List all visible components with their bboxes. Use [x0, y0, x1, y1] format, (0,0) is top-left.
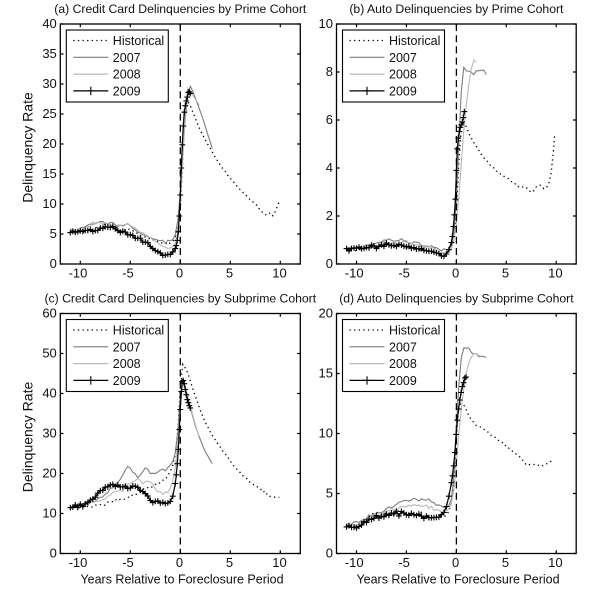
svg-text:0: 0 — [326, 545, 333, 560]
svg-text:25: 25 — [42, 106, 56, 121]
svg-text:Years Relative to Foreclosure: Years Relative to Foreclosure Period — [80, 573, 283, 587]
svg-text:10: 10 — [42, 505, 56, 520]
svg-text:10: 10 — [272, 265, 286, 280]
svg-text:10: 10 — [319, 16, 333, 31]
svg-text:2007: 2007 — [113, 340, 141, 354]
svg-text:-10: -10 — [69, 265, 88, 280]
svg-text:(d) Auto Delinquencies by Subp: (d) Auto Delinquencies by Subprime Cohor… — [339, 292, 574, 306]
svg-text:-5: -5 — [398, 265, 410, 280]
svg-text:(b) Auto Delinquencies by Prim: (b) Auto Delinquencies by Prime Cohort — [349, 2, 564, 16]
svg-text:8: 8 — [326, 64, 333, 79]
svg-text:-5: -5 — [398, 555, 410, 570]
svg-text:0: 0 — [176, 555, 183, 570]
svg-text:10: 10 — [548, 265, 562, 280]
svg-text:5: 5 — [226, 555, 233, 570]
svg-text:0: 0 — [452, 555, 459, 570]
svg-text:15: 15 — [319, 365, 333, 380]
svg-text:10: 10 — [272, 555, 286, 570]
svg-text:35: 35 — [42, 46, 56, 61]
svg-text:2008: 2008 — [113, 357, 141, 371]
svg-text:2009: 2009 — [113, 374, 141, 388]
svg-text:40: 40 — [42, 16, 56, 31]
svg-text:50: 50 — [42, 345, 56, 360]
svg-text:2008: 2008 — [113, 68, 141, 82]
svg-text:-5: -5 — [122, 555, 134, 570]
svg-text:10: 10 — [548, 555, 562, 570]
svg-text:Historical: Historical — [389, 324, 440, 338]
svg-text:0: 0 — [452, 265, 459, 280]
svg-text:-5: -5 — [122, 265, 134, 280]
svg-text:0: 0 — [326, 256, 333, 271]
svg-text:2007: 2007 — [389, 340, 417, 354]
svg-text:2009: 2009 — [389, 374, 417, 388]
svg-text:-10: -10 — [345, 265, 364, 280]
svg-text:2009: 2009 — [113, 84, 141, 98]
svg-text:10: 10 — [42, 196, 56, 211]
svg-text:0: 0 — [50, 545, 57, 560]
svg-text:0: 0 — [176, 265, 183, 280]
svg-text:2007: 2007 — [389, 51, 417, 65]
svg-text:20: 20 — [42, 136, 56, 151]
svg-text:0: 0 — [50, 256, 57, 271]
svg-text:20: 20 — [319, 305, 333, 320]
svg-text:6: 6 — [326, 112, 333, 127]
svg-text:(a) Credit Card Delinquencies: (a) Credit Card Delinquencies by Prime C… — [54, 2, 307, 16]
svg-text:5: 5 — [502, 265, 509, 280]
svg-text:60: 60 — [42, 305, 56, 320]
svg-text:Historical: Historical — [113, 34, 164, 48]
svg-text:30: 30 — [42, 425, 56, 440]
svg-text:Delinquency Rate: Delinquency Rate — [20, 382, 36, 493]
svg-text:2007: 2007 — [113, 51, 141, 65]
svg-text:30: 30 — [42, 76, 56, 91]
svg-text:5: 5 — [226, 265, 233, 280]
svg-text:4: 4 — [326, 160, 333, 175]
svg-text:40: 40 — [42, 385, 56, 400]
svg-text:(c) Credit Card Delinquencies: (c) Credit Card Delinquencies by Subprim… — [44, 292, 316, 306]
svg-text:Delinquency Rate: Delinquency Rate — [20, 92, 36, 203]
svg-text:5: 5 — [502, 555, 509, 570]
svg-text:2: 2 — [326, 208, 333, 223]
svg-text:Years Relative to Foreclosure: Years Relative to Foreclosure Period — [356, 573, 559, 587]
svg-text:20: 20 — [42, 465, 56, 480]
svg-text:5: 5 — [50, 226, 57, 241]
svg-text:2009: 2009 — [389, 84, 417, 98]
svg-text:-10: -10 — [69, 555, 88, 570]
svg-text:2008: 2008 — [389, 357, 417, 371]
svg-text:Historical: Historical — [389, 34, 440, 48]
svg-text:15: 15 — [42, 166, 56, 181]
svg-text:-10: -10 — [345, 555, 364, 570]
svg-text:10: 10 — [319, 425, 333, 440]
svg-text:5: 5 — [326, 485, 333, 500]
svg-text:2008: 2008 — [389, 68, 417, 82]
svg-text:Historical: Historical — [113, 324, 164, 338]
